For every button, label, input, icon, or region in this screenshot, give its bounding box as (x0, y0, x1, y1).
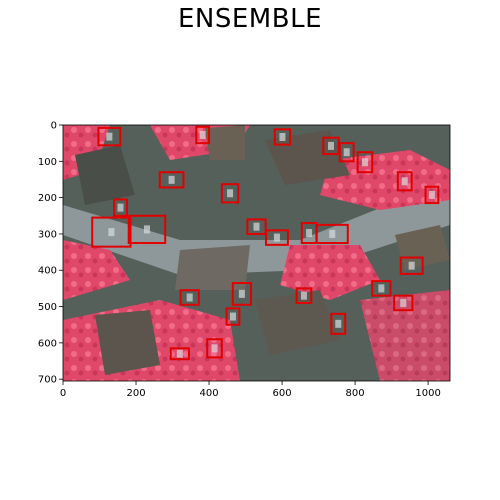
x-tick-label: 200 (126, 388, 145, 399)
vehicle (273, 233, 280, 242)
vehicle (186, 293, 193, 302)
vehicle (253, 222, 260, 231)
detection-box (396, 171, 413, 192)
y-tick-label: 400 (38, 266, 57, 277)
vehicle (143, 225, 150, 234)
detection-box (330, 312, 347, 335)
figure-title: ENSEMBLE (178, 4, 322, 34)
detection-box (399, 256, 424, 275)
detection-box (424, 185, 440, 205)
vehicle (361, 158, 368, 167)
detection-box (273, 128, 292, 146)
y-tick-label: 100 (38, 157, 57, 168)
vehicle (428, 190, 435, 199)
vehicle (227, 189, 234, 198)
vehicle (168, 175, 175, 184)
vehicle (378, 284, 385, 293)
detection-box (158, 171, 185, 189)
detection-box (206, 338, 223, 359)
vehicle (343, 148, 350, 157)
x-axis: 0 200 400 600 800 1000 (60, 381, 441, 399)
vehicle (211, 344, 218, 353)
y-tick-label: 300 (38, 229, 57, 240)
x-tick-label: 0 (60, 388, 66, 399)
detection-box (195, 125, 211, 145)
x-tick-label: 800 (346, 388, 365, 399)
detection-box (169, 347, 190, 361)
vehicle (300, 291, 307, 300)
detection-box (356, 151, 374, 174)
vehicle (400, 298, 407, 307)
y-tick-label: 700 (38, 375, 57, 386)
vehicle (335, 319, 342, 328)
detection-box (393, 294, 414, 312)
detection-box (113, 198, 128, 217)
detection-box (315, 223, 349, 245)
detection-box (91, 216, 132, 248)
vehicle (108, 228, 115, 237)
detection-box (338, 142, 355, 163)
vehicle (176, 349, 183, 358)
detection-box (220, 183, 240, 204)
y-tick-label: 600 (38, 338, 57, 349)
vehicle (279, 132, 286, 141)
detection-box (264, 229, 289, 246)
vehicle (238, 289, 245, 298)
detection-box (127, 214, 167, 245)
x-tick-label: 400 (199, 388, 218, 399)
vehicle (401, 177, 408, 186)
plot-frame (62, 124, 451, 382)
y-tick-label: 0 (51, 121, 57, 132)
detection-box (371, 280, 392, 297)
vehicle (117, 203, 124, 212)
detection-boxes (91, 125, 440, 361)
detection-box (322, 136, 340, 156)
y-axis: 0 100 200 300 400 500 600 700 (38, 121, 63, 386)
y-tick-label: 500 (38, 302, 57, 313)
x-tick-label: 600 (273, 388, 292, 399)
x-tick-label: 1000 (415, 388, 440, 399)
detection-box (246, 218, 267, 235)
vehicle (408, 261, 415, 270)
detection-box (179, 289, 200, 306)
vehicle (306, 229, 313, 238)
detection-box (231, 281, 253, 306)
y-tick-label: 200 (38, 193, 57, 204)
vehicle (199, 130, 206, 139)
detection-box (295, 287, 313, 304)
vehicle (327, 141, 334, 150)
vehicle (229, 312, 236, 321)
detection-box (225, 307, 241, 326)
vehicle (106, 132, 113, 141)
detection-box (97, 126, 122, 147)
aerial-image (63, 125, 450, 381)
vehicle (329, 229, 336, 238)
